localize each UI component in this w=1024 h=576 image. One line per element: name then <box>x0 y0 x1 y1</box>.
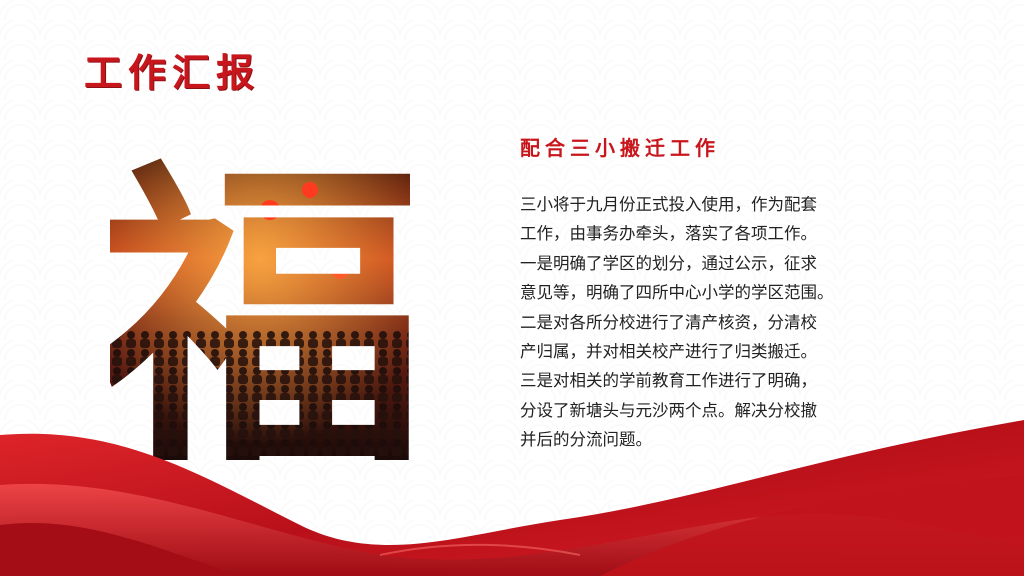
paragraph-line: 三是对相关的学前教育工作进行了明确， <box>520 371 817 391</box>
paragraph-line: 分设了新塘头与元沙两个点。解决分校撤 <box>520 400 817 420</box>
page-title: 工作汇报 <box>84 50 261 95</box>
paragraph-line: 二是对各所分校进行了清产核资，分清校 <box>520 312 817 332</box>
red-ribbon-decoration <box>0 420 1024 576</box>
paragraph-line: 三小将于九月份正式投入使用，作为配套 <box>520 195 817 214</box>
section-title: 配合三小搬迁工作 <box>520 136 720 160</box>
paragraph-line: 工作，由事务办牵头，落实了各项工作。 <box>520 224 817 244</box>
fu-character-image: 福 <box>110 150 410 460</box>
paragraph-line: 并后的分流问题。 <box>520 430 652 450</box>
body-paragraph: 三小将于九月份正式投入使用，作为配套 工作，由事务办牵头，落实了各项工作。 一是… <box>520 190 920 455</box>
paragraph-line: 产归属，并对相关校产进行了归类搬迁。 <box>520 342 817 362</box>
paragraph-line: 意见等，明确了四所中心小学的学区范围。 <box>520 283 834 303</box>
paragraph-line: 一是明确了学区的划分，通过公示，征求 <box>520 253 817 273</box>
